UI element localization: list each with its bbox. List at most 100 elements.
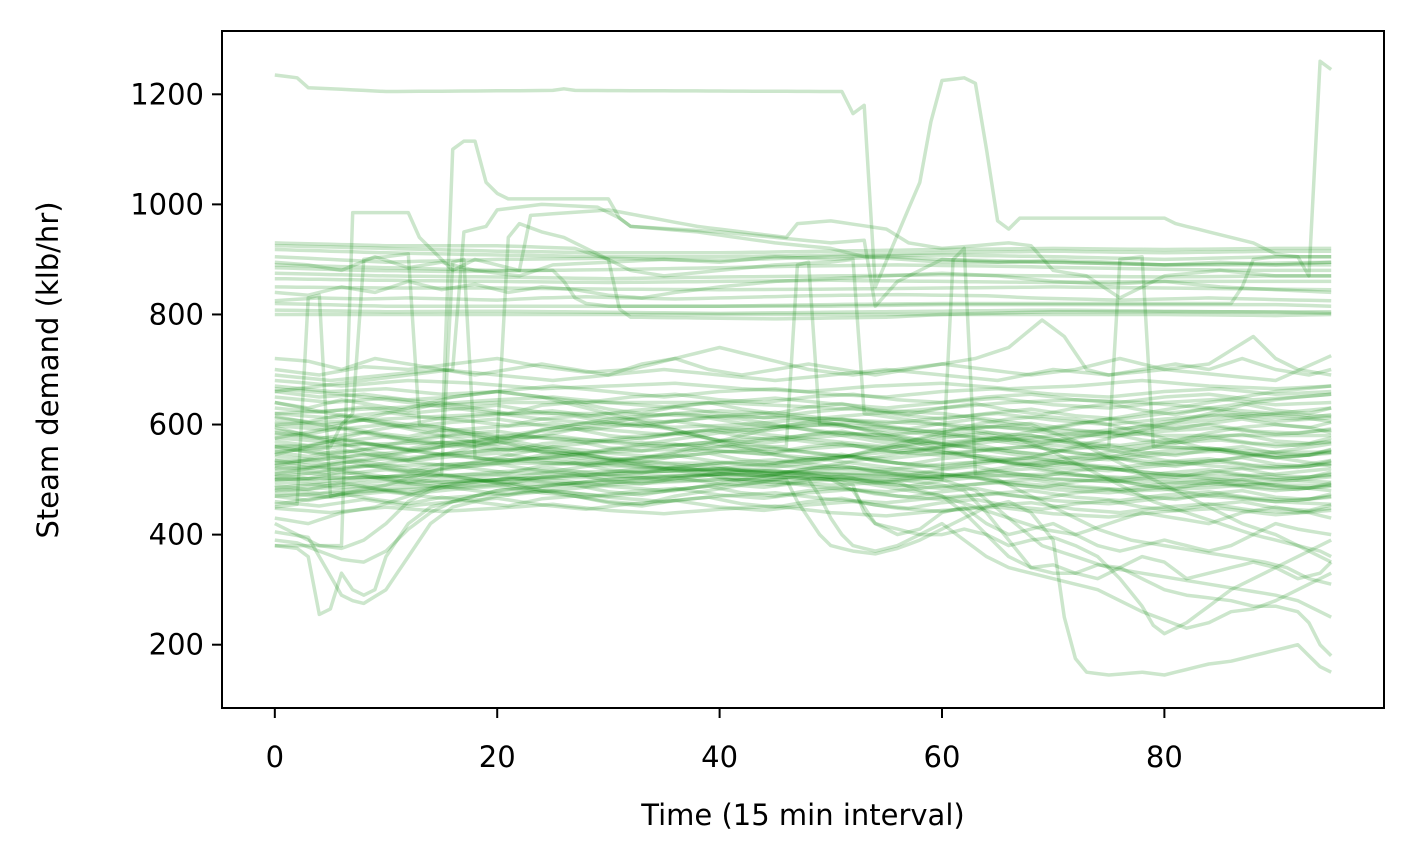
x-axis-label: Time (15 min interval)	[640, 798, 964, 832]
series-line-30	[274, 395, 1332, 410]
series-line-37	[274, 425, 1332, 446]
series-line-4	[274, 202, 1332, 394]
series-line-7	[274, 253, 1332, 264]
series-line-34	[274, 412, 1332, 431]
series-line-10	[274, 271, 1332, 281]
series-line-68	[274, 400, 1332, 564]
series-line-20	[274, 293, 1332, 509]
series-line-29	[274, 389, 1332, 405]
y-axis-label: Steam demand (klb/hr)	[31, 201, 65, 538]
series-line-76	[274, 447, 1332, 493]
y-axis-ticks: 200 400 600 800 1000 1200	[130, 77, 222, 662]
series-line-19	[274, 254, 1332, 308]
series-line-16	[274, 308, 1332, 316]
series-line-60	[274, 472, 1333, 581]
series-line-3	[274, 208, 1332, 548]
series-line-82	[274, 422, 1332, 465]
series-line-79	[274, 431, 1332, 474]
series-line-8	[274, 254, 1332, 278]
series-line-18	[274, 241, 1332, 321]
series-line-48	[274, 466, 1332, 484]
series-line-73	[274, 389, 1332, 471]
series-line-14	[274, 292, 1332, 303]
series-line-50	[274, 473, 1332, 492]
series-line-35	[274, 417, 1332, 436]
series-line-40	[274, 437, 1332, 458]
series-line-38	[274, 429, 1332, 448]
series-line-77	[274, 420, 1332, 468]
series-line-21	[274, 246, 1332, 487]
series-line-11	[274, 276, 1332, 285]
series-line-64	[274, 472, 1333, 657]
series-line-81	[274, 444, 1332, 487]
y-tick-label: 1000	[130, 187, 204, 221]
x-tick-label: 20	[479, 740, 516, 774]
series-line-22	[274, 221, 1332, 449]
series-line-78	[274, 414, 1332, 463]
series-line-65	[274, 469, 1332, 619]
series-line-17	[274, 312, 1332, 318]
series-line-2	[274, 139, 1332, 465]
x-tick-label: 40	[701, 740, 738, 774]
series-line-66	[274, 461, 1332, 586]
series-line-69	[274, 428, 1332, 507]
series-line-62	[274, 477, 1332, 630]
series-line-53	[274, 484, 1332, 503]
series-line-59	[274, 466, 1332, 553]
series-line-42	[274, 444, 1332, 462]
series-line-71	[274, 384, 1332, 498]
series-line-74	[274, 431, 1332, 485]
series-line-32	[274, 403, 1332, 421]
y-tick-label: 200	[149, 628, 204, 662]
x-tick-label: 80	[1146, 740, 1183, 774]
series-line-51	[274, 477, 1332, 495]
series-line-57	[274, 502, 1332, 519]
series-line-56	[274, 496, 1332, 515]
series-line-24	[274, 318, 1332, 377]
x-axis-ticks: 0 20 40 60 80	[266, 708, 1183, 774]
series-line-12	[274, 285, 1332, 292]
series-line-26	[274, 354, 1332, 383]
series-line-67	[274, 411, 1332, 559]
series-line-46	[274, 459, 1332, 480]
y-tick-label: 800	[149, 297, 204, 331]
series-line-55	[274, 492, 1332, 513]
series-line-23	[274, 252, 1332, 454]
series-line-33	[274, 409, 1332, 427]
series-line-39	[274, 433, 1332, 451]
x-tick-label: 0	[266, 740, 284, 774]
series-line-54	[274, 488, 1332, 506]
series-line-25	[274, 334, 1332, 377]
series-line-58	[274, 472, 1332, 537]
series-line-72	[274, 411, 1332, 507]
series-line-61	[274, 472, 1332, 636]
y-tick-label: 400	[149, 518, 204, 552]
series-line-80	[274, 409, 1332, 452]
plot-frame	[221, 30, 1385, 709]
series-line-27	[274, 378, 1332, 394]
series-line-49	[274, 470, 1332, 491]
series-line-43	[274, 448, 1332, 469]
series-line-47	[274, 462, 1332, 481]
y-tick-label: 1200	[130, 77, 204, 111]
y-tick-label: 600	[149, 408, 204, 442]
series-line-31	[274, 398, 1332, 417]
series-line-9	[274, 263, 1332, 274]
series-line-36	[274, 421, 1332, 439]
series-line-6	[274, 247, 1332, 259]
series-line-45	[274, 455, 1332, 473]
series-line-15	[274, 301, 1332, 308]
series-line-44	[274, 451, 1332, 470]
series-layer	[274, 59, 1333, 677]
series-line-75	[274, 387, 1332, 430]
x-tick-label: 60	[924, 740, 961, 774]
series-line-63	[274, 477, 1332, 677]
series-line-5	[274, 243, 1332, 255]
series-line-41	[274, 440, 1332, 459]
series-line-13	[274, 271, 1332, 300]
series-line-28	[274, 384, 1332, 399]
series-line-52	[274, 481, 1332, 502]
series-line-70	[274, 400, 1332, 471]
